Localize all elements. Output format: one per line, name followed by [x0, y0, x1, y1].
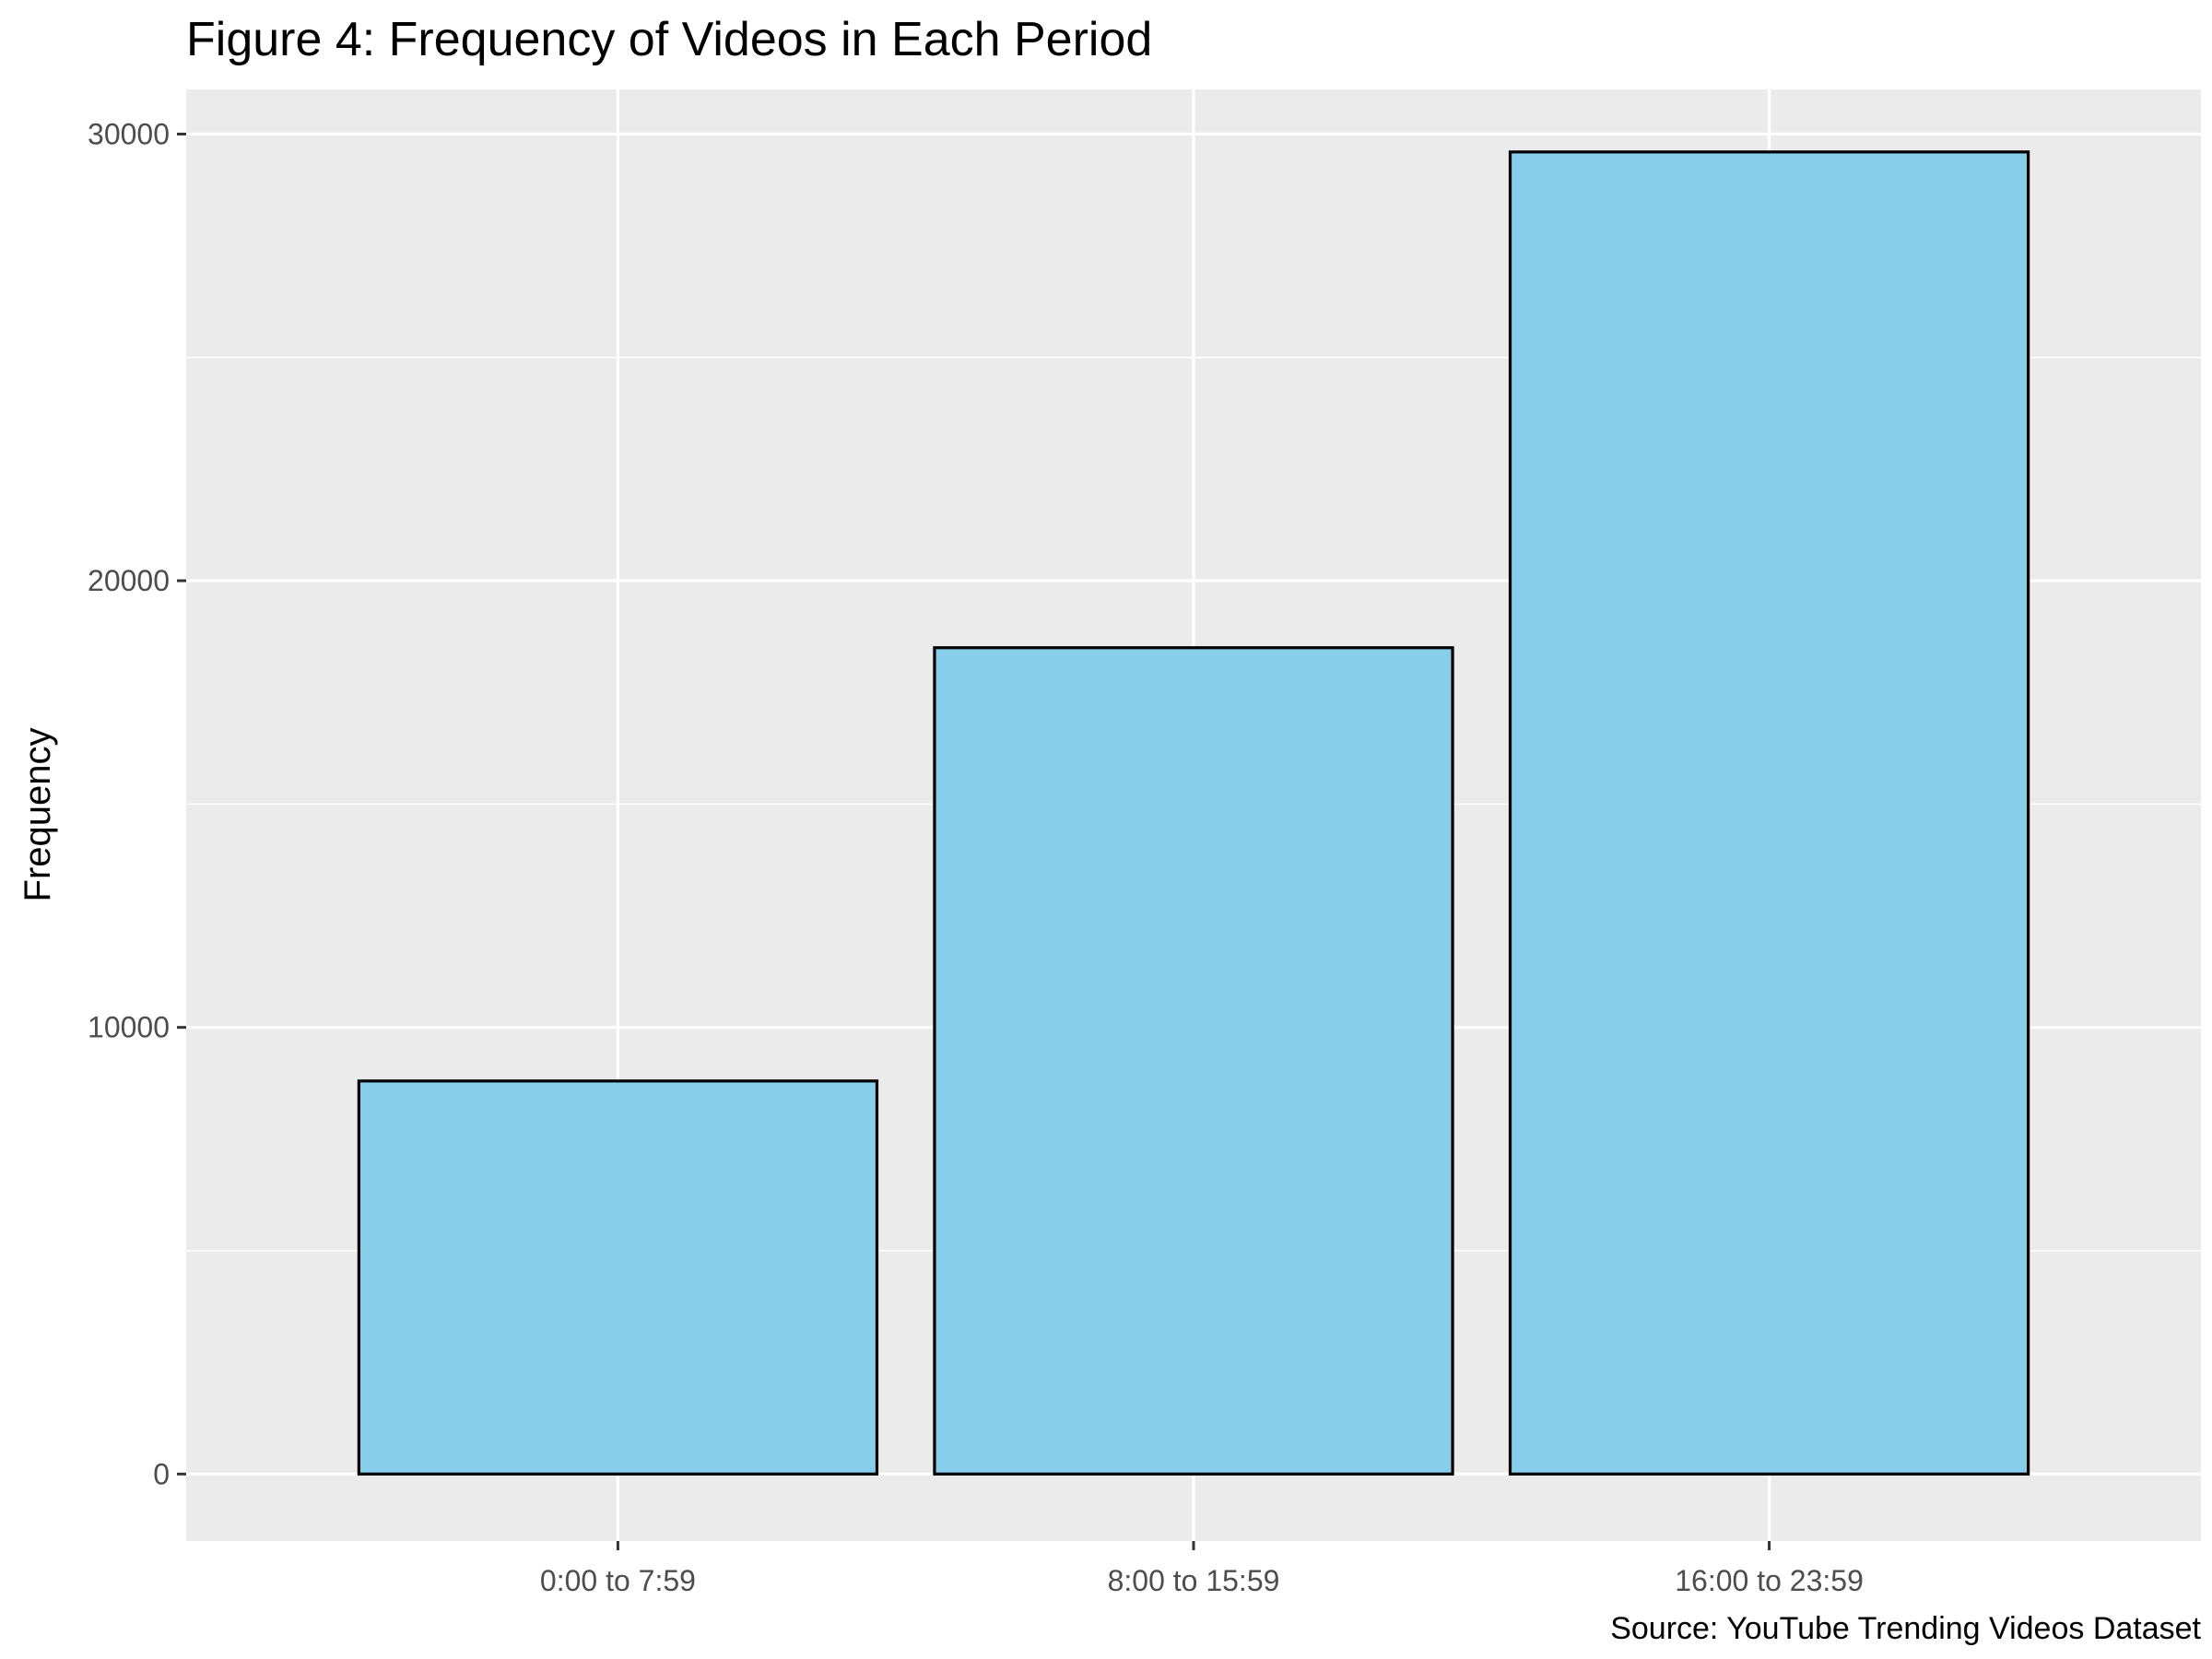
y-axis-title: Frequency: [18, 728, 58, 902]
bar: [1508, 150, 2030, 1476]
chart-title: Figure 4: Frequency of Videos in Each Pe…: [186, 13, 1152, 66]
x-tick-label: 16:00 to 23:59: [1675, 1564, 1864, 1597]
y-tick-label: 10000: [88, 1011, 170, 1044]
source-caption: Source: YouTube Trending Videos Dataset: [1610, 1611, 2201, 1646]
y-tick-label: 30000: [88, 117, 170, 150]
y-tick-label: 0: [153, 1457, 170, 1490]
y-tick-label: 20000: [88, 564, 170, 597]
bar: [357, 1079, 879, 1476]
x-tick-label: 8:00 to 15:59: [1108, 1564, 1280, 1597]
bar: [933, 646, 1454, 1476]
y-axis: 0 10000 20000 30000: [88, 117, 186, 1490]
x-tick-label: 0:00 to 7:59: [540, 1564, 696, 1597]
bars: [357, 150, 2030, 1476]
x-axis: 0:00 to 7:59 8:00 to 15:59 16:00 to 23:59: [540, 1541, 1864, 1597]
